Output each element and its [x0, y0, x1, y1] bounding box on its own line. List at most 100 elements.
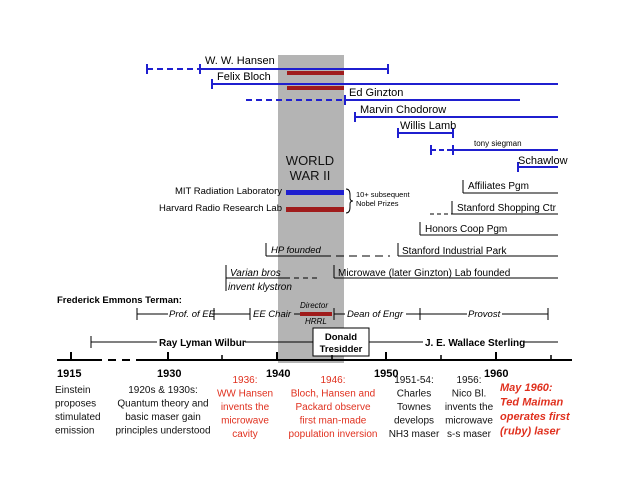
- varian-label-line1: Varian bros: [230, 268, 281, 279]
- event-note-line: operates first: [500, 411, 571, 423]
- event-note-line: emission: [55, 426, 94, 437]
- bloch-war-bar: [287, 86, 344, 90]
- harvard-rrl-label: Harvard Radio Research Lab: [159, 203, 282, 214]
- event-note-line: 1920s & 1930s:: [128, 385, 198, 396]
- terman-chair-label: EE Chair: [253, 309, 292, 320]
- event-note-line: invents the: [445, 402, 494, 413]
- nobel-label-line1: 10+ subsequent: [356, 190, 411, 199]
- chodorow-timeline: [354, 112, 558, 122]
- event-note-line: NH3 maser: [389, 429, 440, 440]
- terman-dean-label: Dean of Engr: [347, 309, 404, 320]
- bloch-timeline: [211, 79, 558, 89]
- event-note-line: microwave: [221, 416, 269, 427]
- hp-label: HP founded: [271, 245, 322, 256]
- event-note-line: first man-made: [300, 416, 367, 427]
- terman-hrrl-bar: [300, 312, 332, 316]
- hp-timeline: [265, 243, 390, 257]
- event-notes: Einstein proposes stimulated emission 1920s …: [55, 375, 571, 440]
- microwave-lab-timeline: [333, 265, 558, 279]
- affiliates-timeline: [462, 180, 558, 194]
- event-note-line: Nico Bl.: [452, 389, 486, 400]
- nobel-brace: [345, 188, 354, 214]
- event-note-line: Packard observe: [295, 402, 370, 413]
- year-1960: 1960: [484, 368, 508, 380]
- nobel-label-line2: Nobel Prizes: [356, 199, 399, 208]
- event-note-line: basic maser gain: [125, 412, 201, 423]
- event-note-line: WW Hansen: [217, 389, 273, 400]
- terman-provost-label: Provost: [468, 309, 501, 320]
- wilbur-label: Ray Lyman Wilbur: [159, 338, 246, 349]
- event-note-line: 1956:: [456, 375, 481, 386]
- presidents-timeline: [90, 336, 558, 348]
- event-note-line: Townes: [397, 402, 431, 413]
- microwave-lab-label: Microwave (later Ginzton) Lab founded: [338, 268, 510, 279]
- event-note-line: Ted Maiman: [500, 397, 563, 409]
- shopping-label: Stanford Shopping Ctr: [457, 203, 557, 214]
- event-note-line: invents the: [221, 402, 270, 413]
- terman-hrrl-label: HRRL: [305, 317, 327, 326]
- industrial-park-label: Stanford Industrial Park: [402, 246, 507, 257]
- terman-timeline: [136, 308, 549, 320]
- industrial-park-timeline: [397, 243, 558, 257]
- event-note-line: s-s maser: [447, 429, 492, 440]
- terman-prof-label: Prof. of EE: [169, 309, 216, 320]
- harvard-rrl-bar: [286, 207, 344, 212]
- mit-rad-lab-label: MIT Radiation Laboratory: [175, 186, 282, 197]
- event-note-1: Einstein proposes stimulated emission: [55, 385, 101, 437]
- event-note-7: May 1960: Ted Maiman operates first (ruby) …: [500, 382, 571, 438]
- hansen-timeline: [146, 64, 389, 74]
- honors-label: Honors Coop Pgm: [425, 224, 507, 235]
- bloch-label: Felix Bloch: [217, 71, 271, 83]
- varian-timeline: [225, 265, 318, 291]
- schawlow-timeline: [517, 162, 558, 172]
- honors-timeline: [419, 222, 558, 236]
- event-note-line: cavity: [232, 429, 258, 440]
- siegman-label: tony siegman: [474, 139, 522, 148]
- event-note-line: Charles: [397, 389, 431, 400]
- year-1915: 1915: [57, 368, 81, 380]
- event-note-line: stimulated: [55, 412, 101, 423]
- event-note-line: microwave: [445, 416, 493, 427]
- event-note-4: 1946: Bloch, Hansen and Packard observe fir…: [289, 375, 378, 440]
- shopping-timeline: [430, 201, 558, 215]
- event-note-line: (ruby) laser: [500, 426, 561, 438]
- year-ticks: [70, 352, 552, 361]
- event-note-line: 1946:: [320, 375, 345, 386]
- varian-label-line2: invent klystron: [228, 282, 292, 293]
- wwii-label-line1: WORLD: [286, 153, 334, 168]
- event-note-line: 1936:: [232, 375, 257, 386]
- event-note-3: 1936: WW Hansen invents the microwave cavity: [217, 375, 273, 440]
- event-note-line: May 1960:: [500, 382, 553, 394]
- terman-director-label: Director: [300, 301, 328, 310]
- year-1940: 1940: [266, 368, 290, 380]
- hansen-label: W. W. Hansen: [205, 55, 275, 67]
- event-note-line: population inversion: [289, 429, 378, 440]
- wwii-label-line2: WAR II: [290, 168, 331, 183]
- event-note-line: 1951-54:: [394, 375, 433, 386]
- mit-rad-lab-bar: [286, 190, 344, 195]
- event-note-2: 1920s & 1930s: Quantum theory and basic ma…: [115, 385, 210, 437]
- lamb-timeline: [397, 128, 454, 138]
- sterling-label: J. E. Wallace Sterling: [425, 338, 525, 349]
- event-note-6: 1956: Nico Bl. invents the microwave s-s mas…: [445, 375, 494, 440]
- lamb-label: Willis Lamb: [400, 120, 456, 132]
- year-1930: 1930: [157, 368, 181, 380]
- event-note-line: develops: [394, 416, 434, 427]
- schawlow-label: Schawlow: [518, 155, 568, 167]
- chodorow-label: Marvin Chodorow: [360, 104, 446, 116]
- event-note-line: proposes: [55, 399, 96, 410]
- terman-title: Frederick Emmons Terman:: [57, 295, 182, 306]
- ginzton-timeline: [246, 95, 520, 105]
- event-note-line: Bloch, Hansen and: [291, 389, 376, 400]
- hansen-war-bar: [287, 71, 344, 75]
- siegman-timeline: [430, 145, 558, 155]
- ginzton-label: Ed Ginzton: [349, 87, 403, 99]
- tresidder-box: [312, 327, 370, 357]
- year-1950: 1950: [374, 368, 398, 380]
- event-note-5: 1951-54: Charles Townes develops NH3 maser: [389, 375, 440, 440]
- event-note-line: Quantum theory and: [117, 399, 208, 410]
- event-note-line: principles understood: [115, 426, 210, 437]
- tresidder-label-line2: Tresidder: [320, 344, 363, 355]
